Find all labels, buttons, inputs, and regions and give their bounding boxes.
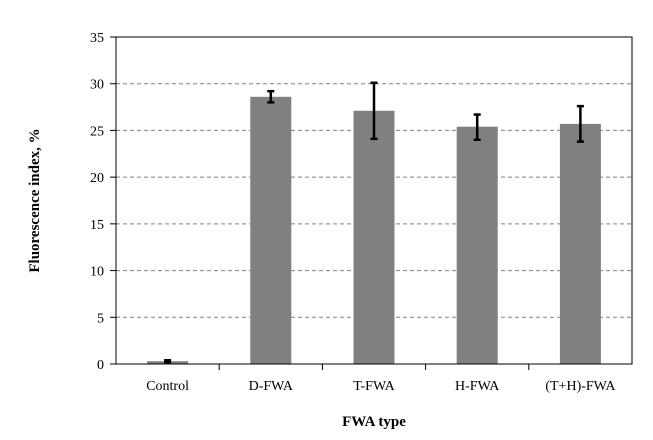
bar <box>559 123 601 364</box>
x-tick-label: (T+H)-FWA <box>545 379 616 394</box>
x-axis-title: FWA type <box>342 414 406 430</box>
y-axis-title: Fluorescence index, % <box>27 128 43 272</box>
axes <box>110 36 633 370</box>
error-bars <box>164 81 584 364</box>
y-tick-label: 20 <box>90 171 104 186</box>
y-tick-label: 35 <box>90 31 104 46</box>
y-tick-label: 0 <box>97 358 104 373</box>
bar <box>250 96 292 365</box>
y-tick-label: 15 <box>90 218 104 233</box>
bar <box>353 110 395 365</box>
y-tick-label: 10 <box>90 265 104 280</box>
gridlines <box>116 83 632 318</box>
x-tick-label: D-FWA <box>249 379 294 394</box>
x-tick-labels: Control D-FWA T-FWA H-FWA (T+H)-FWA <box>146 379 616 394</box>
x-tick-label: T-FWA <box>353 379 395 394</box>
y-tick-label: 25 <box>90 124 104 139</box>
plot-frame <box>115 36 633 365</box>
y-tick-label: 5 <box>97 311 104 326</box>
y-tick-label: 30 <box>90 78 104 93</box>
bar <box>456 126 498 364</box>
y-tick-labels: 0 5 10 15 20 25 30 35 <box>90 31 104 373</box>
bars <box>147 96 601 365</box>
x-tick-label: H-FWA <box>455 379 500 394</box>
x-tick-label: Control <box>146 379 189 394</box>
